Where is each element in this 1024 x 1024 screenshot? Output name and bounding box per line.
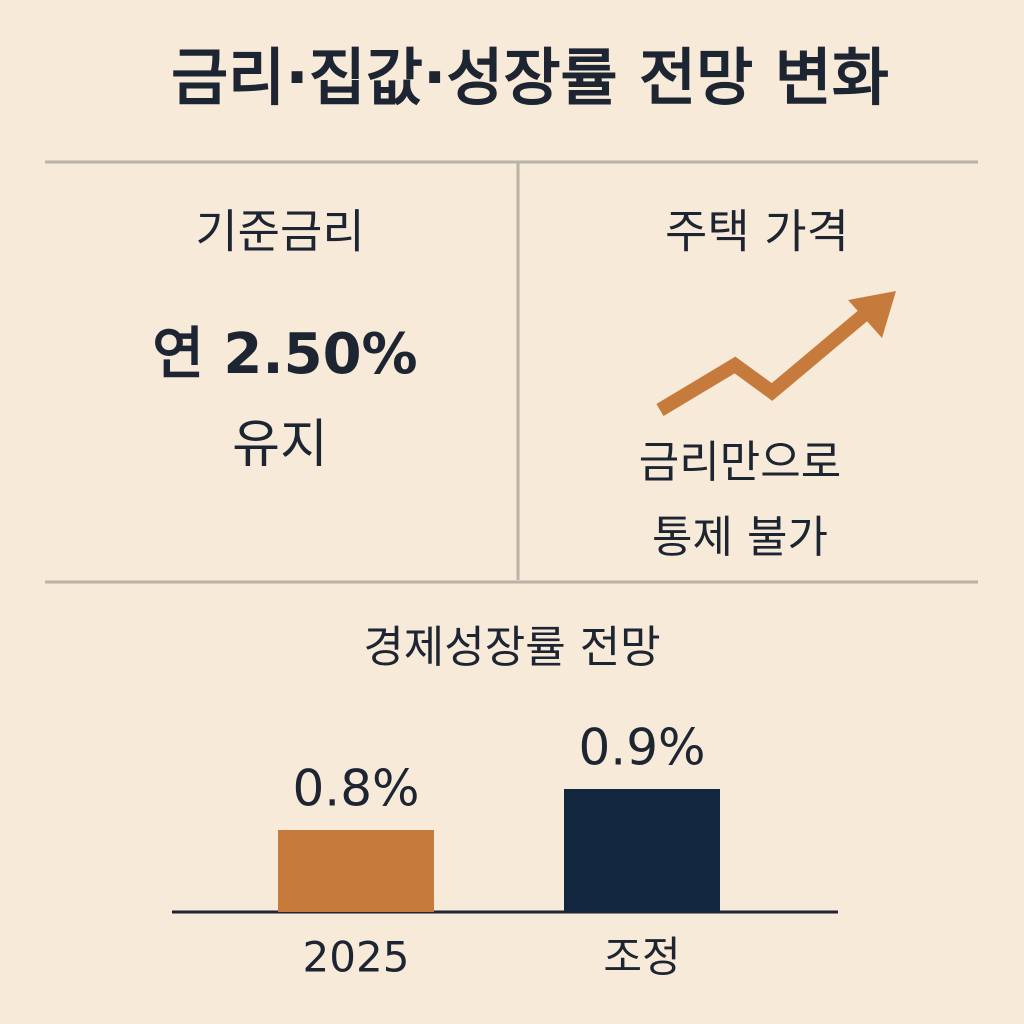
page-title: 금리·집값·성장률 전망 변화 bbox=[171, 41, 889, 114]
x-tick-label: 조정 bbox=[603, 933, 680, 982]
trend-arrow bbox=[656, 291, 896, 417]
bar bbox=[278, 830, 434, 912]
arrow-line bbox=[656, 302, 877, 417]
value-label: 0.9% bbox=[578, 719, 705, 777]
x-tick-label: 2025 bbox=[303, 933, 410, 982]
chart-title: 경제성장률 전망 bbox=[363, 622, 660, 673]
bar bbox=[564, 789, 720, 912]
value-label: 0.8% bbox=[292, 760, 419, 818]
panel-text: 연 2.50% bbox=[152, 322, 417, 387]
panel-title: 주택 가격 bbox=[665, 205, 849, 259]
panel-text: 통제 불가 bbox=[652, 512, 828, 563]
arrow-head bbox=[848, 291, 896, 338]
panel-text: 금리만으로 bbox=[639, 437, 841, 488]
panel-text: 유지 bbox=[232, 415, 328, 475]
panel-title: 기준금리 bbox=[195, 205, 364, 259]
